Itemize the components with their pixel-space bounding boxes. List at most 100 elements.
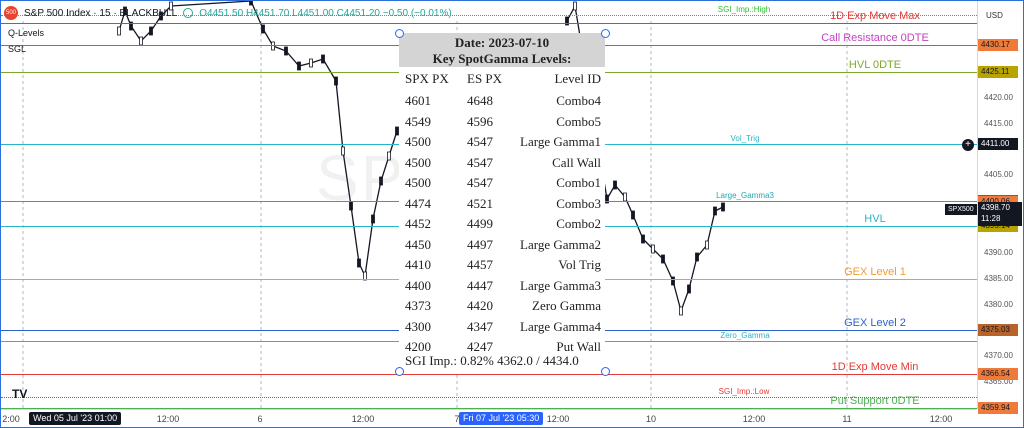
candle xyxy=(395,126,399,136)
level-label-call-res: Call Resistance 0DTE xyxy=(821,32,929,44)
table-row: 4474 4521 Combo3 xyxy=(399,196,605,216)
price-badge-gex2: 4375.03 xyxy=(978,324,1018,336)
table-row: 4500 4547 Combo1 xyxy=(399,175,605,195)
table-row: 4300 4347 Large Gamma4 xyxy=(399,319,605,339)
spx-price: 4410 xyxy=(405,257,431,272)
level-id: Combo2 xyxy=(556,216,601,231)
candle xyxy=(713,206,717,216)
level-line-put-sup[interactable] xyxy=(1,408,977,409)
level-id: Large Gamma3 xyxy=(520,277,601,293)
candle xyxy=(297,61,301,71)
es-price: 4521 xyxy=(467,195,493,211)
level-label-gex2: GEX Level 2 xyxy=(844,317,906,329)
indicator-q-levels[interactable]: Q-Levels xyxy=(8,28,45,38)
time-crosshair-badge: Fri 07 Jul '23 05:30 xyxy=(459,412,544,425)
level-id: Combo3 xyxy=(556,195,601,211)
candle xyxy=(651,244,655,254)
level-id: Large Gamma2 xyxy=(520,236,601,252)
bar-countdown: 11:28 xyxy=(981,214,1001,223)
table-header: Date: 2023-07-10 Key SpotGamma Levels: xyxy=(399,33,605,67)
time-tick: 12:00 xyxy=(546,414,570,424)
candle xyxy=(334,76,338,86)
spotgamma-levels-table: Date: 2023-07-10 Key SpotGamma Levels: S… xyxy=(399,33,605,372)
level-label-sgi-low: SGI_Imp.:Low xyxy=(718,387,770,396)
level-line-sgi-high[interactable] xyxy=(1,15,977,16)
table-subtitle: Key SpotGamma Levels: xyxy=(432,51,572,66)
drag-handle[interactable] xyxy=(601,367,610,376)
spx-price: 4549 xyxy=(405,113,431,129)
price-tick: 4365.00 xyxy=(984,377,1013,386)
drag-handle[interactable] xyxy=(395,367,404,376)
es-price: 4547 xyxy=(467,134,493,149)
candle xyxy=(321,54,325,64)
ohlc-values: O4451.50 H4451.70 L4451.00 C4451.20 −0.5… xyxy=(199,7,452,19)
tradingview-logo[interactable]: TV xyxy=(12,387,27,401)
table-row: 4601 4648 Combo4 xyxy=(399,93,605,113)
level-id: Large Gamma1 xyxy=(520,134,601,149)
candle xyxy=(309,58,313,68)
level-line-exp-max[interactable] xyxy=(1,23,977,24)
es-price: 4499 xyxy=(467,216,493,231)
candle xyxy=(379,176,383,186)
candle xyxy=(117,26,121,36)
price-tick: 4415.00 xyxy=(984,119,1013,128)
level-label-zero-gamma: Zero_Gamma xyxy=(720,331,770,340)
candle xyxy=(149,26,153,36)
spx-price: 4300 xyxy=(405,318,431,334)
price-tick: 4405.00 xyxy=(984,170,1013,179)
price-badge-vol-trig: 4411.00 xyxy=(978,138,1018,150)
candle xyxy=(139,36,143,46)
es-price: 4347 xyxy=(467,318,493,334)
drag-handle[interactable] xyxy=(601,29,610,38)
es-price: 4648 xyxy=(467,93,493,108)
spx-price: 4500 xyxy=(405,134,431,149)
candle xyxy=(721,202,725,212)
level-label-hvl0: HVL 0DTE xyxy=(848,59,902,71)
candle xyxy=(387,151,391,161)
candle xyxy=(605,194,609,204)
time-tick: 12:00 xyxy=(929,414,953,424)
symbol-icon: 500 xyxy=(4,6,18,20)
time-crosshair-badge: Wed 05 Jul '23 01:00 xyxy=(29,412,122,425)
currency-label[interactable]: USD xyxy=(986,11,1003,20)
table-row: 4410 4457 Vol Trig xyxy=(399,257,605,277)
candle xyxy=(284,46,288,56)
level-label-hvl: HVL xyxy=(864,213,886,225)
level-label-put-sup: Put Support 0DTE xyxy=(830,395,920,407)
es-price: 4497 xyxy=(467,236,493,252)
candle xyxy=(631,210,635,220)
market-status-icon xyxy=(183,8,194,18)
symbol-title[interactable]: S&P 500 Index · 15 · BLACKBULL xyxy=(24,7,178,19)
candle xyxy=(341,146,345,156)
es-price: 4596 xyxy=(467,113,493,129)
level-id: Combo5 xyxy=(556,113,601,129)
level-label-gamma3: Large_Gamma3 xyxy=(716,191,774,200)
tv-logo-icon: TV xyxy=(12,387,28,401)
spx-price: 4500 xyxy=(405,154,431,170)
sgi-imp-text: SGI Imp.: 0.82% 4362.0 / 4434.0 xyxy=(405,353,579,368)
spx-price: 4474 xyxy=(405,195,431,211)
time-tick: 12:00 xyxy=(156,414,180,424)
candle xyxy=(679,306,683,316)
add-level-button[interactable]: + xyxy=(962,139,974,151)
candle xyxy=(623,192,627,202)
level-id: Combo1 xyxy=(556,175,601,190)
level-line-sgi-low[interactable] xyxy=(1,397,977,398)
es-price: 4547 xyxy=(467,175,493,190)
table-row: 4400 4447 Large Gamma3 xyxy=(399,278,605,298)
table-col-headers: SPX PX ES PX Level ID xyxy=(399,71,605,91)
candle xyxy=(641,234,645,244)
price-tick: 4380.00 xyxy=(984,300,1013,309)
es-price: 4547 xyxy=(467,154,493,170)
indicator-sgl[interactable]: SGL xyxy=(8,44,27,54)
table-row: 4450 4497 Large Gamma2 xyxy=(399,237,605,257)
candle xyxy=(613,180,617,190)
spx-price: 4373 xyxy=(405,298,431,313)
es-price: 4420 xyxy=(467,298,493,313)
col-level-id: Level ID xyxy=(554,71,601,86)
drag-handle[interactable] xyxy=(395,29,404,38)
level-label-exp-min: 1D Exp Move Min xyxy=(831,361,919,373)
level-line-exp-min[interactable] xyxy=(1,374,977,375)
spx-price: 4450 xyxy=(405,236,431,252)
